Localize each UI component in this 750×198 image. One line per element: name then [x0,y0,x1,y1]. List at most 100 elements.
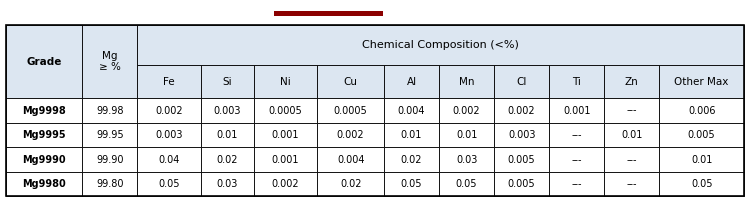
Bar [659,147,744,172]
Bar [604,123,659,147]
Bar [384,123,439,147]
Text: Zn: Zn [625,77,639,87]
Bar [254,123,317,147]
Text: Al: Al [406,77,416,87]
Text: 0.002: 0.002 [337,130,364,140]
Bar [317,65,384,98]
Text: 0.005: 0.005 [508,155,536,165]
Text: ---: --- [572,179,582,189]
Bar [549,147,604,172]
Text: ---: --- [626,155,637,165]
Text: Fe: Fe [164,77,175,87]
Bar [384,172,439,196]
Bar [384,147,439,172]
Text: Ti: Ti [572,77,581,87]
Bar [384,98,439,123]
Bar [494,98,549,123]
Bar [6,172,82,196]
Text: 0.01: 0.01 [217,130,238,140]
Text: 0.003: 0.003 [214,106,241,116]
Text: 0.001: 0.001 [272,130,299,140]
Text: 0.03: 0.03 [217,179,238,189]
Text: 0.005: 0.005 [508,179,536,189]
Text: ---: --- [572,130,582,140]
Bar [439,147,494,172]
Bar [659,65,744,98]
Bar [317,98,384,123]
Text: 99.98: 99.98 [96,106,124,116]
Text: 0.002: 0.002 [508,106,536,116]
Text: Mg9998: Mg9998 [22,106,66,116]
Bar [201,172,254,196]
Bar [6,123,82,147]
Text: 0.02: 0.02 [400,155,422,165]
Text: 0.05: 0.05 [400,179,422,189]
Text: 0.01: 0.01 [456,130,477,140]
Bar [604,147,659,172]
Text: 0.01: 0.01 [691,155,712,165]
Text: Cl: Cl [517,77,526,87]
Text: Grade: Grade [26,57,62,67]
Bar [137,98,201,123]
Bar [549,98,604,123]
Bar [549,172,604,196]
Bar [317,123,384,147]
Text: 0.002: 0.002 [272,179,299,189]
Bar [439,65,494,98]
Bar [137,65,201,98]
Text: 0.001: 0.001 [272,155,299,165]
Text: 0.05: 0.05 [158,179,180,189]
Text: Cu: Cu [344,77,358,87]
Bar [6,25,744,196]
Bar [659,98,744,123]
Text: Ni: Ni [280,77,291,87]
Text: 0.002: 0.002 [155,106,183,116]
Text: Other Max: Other Max [674,77,729,87]
Text: 0.01: 0.01 [621,130,643,140]
Bar [254,98,317,123]
Bar [254,65,317,98]
Text: Mg
≥ %: Mg ≥ % [99,51,121,72]
Text: 0.004: 0.004 [398,106,425,116]
Text: Si: Si [223,77,232,87]
Bar [494,65,549,98]
Bar [6,147,82,172]
Bar [604,172,659,196]
Bar [82,98,137,123]
Text: 0.01: 0.01 [400,130,422,140]
Text: Mg9995: Mg9995 [22,130,66,140]
Text: 0.005: 0.005 [688,130,716,140]
Bar [604,98,659,123]
Text: 0.001: 0.001 [563,106,590,116]
Text: 0.003: 0.003 [155,130,183,140]
Bar [201,65,254,98]
Bar [137,172,201,196]
Bar [201,123,254,147]
Text: 0.0005: 0.0005 [268,106,302,116]
Bar [439,172,494,196]
Text: 99.90: 99.90 [96,155,124,165]
Text: Chemical Composition (<%): Chemical Composition (<%) [362,40,519,50]
Bar [274,11,382,16]
Bar [317,172,384,196]
Bar [549,65,604,98]
Bar [494,172,549,196]
Text: 0.04: 0.04 [158,155,180,165]
Bar [317,147,384,172]
Bar [439,123,494,147]
Bar [82,123,137,147]
Bar [82,147,137,172]
Text: Mn: Mn [459,77,474,87]
Bar [201,147,254,172]
Text: 0.003: 0.003 [508,130,536,140]
Text: ---: --- [626,179,637,189]
Bar [384,65,439,98]
Bar [137,147,201,172]
Bar [82,25,137,98]
Text: 0.02: 0.02 [217,155,238,165]
Bar [494,123,549,147]
Bar [659,123,744,147]
Bar [494,147,549,172]
Text: 0.03: 0.03 [456,155,477,165]
Text: ---: --- [626,106,637,116]
